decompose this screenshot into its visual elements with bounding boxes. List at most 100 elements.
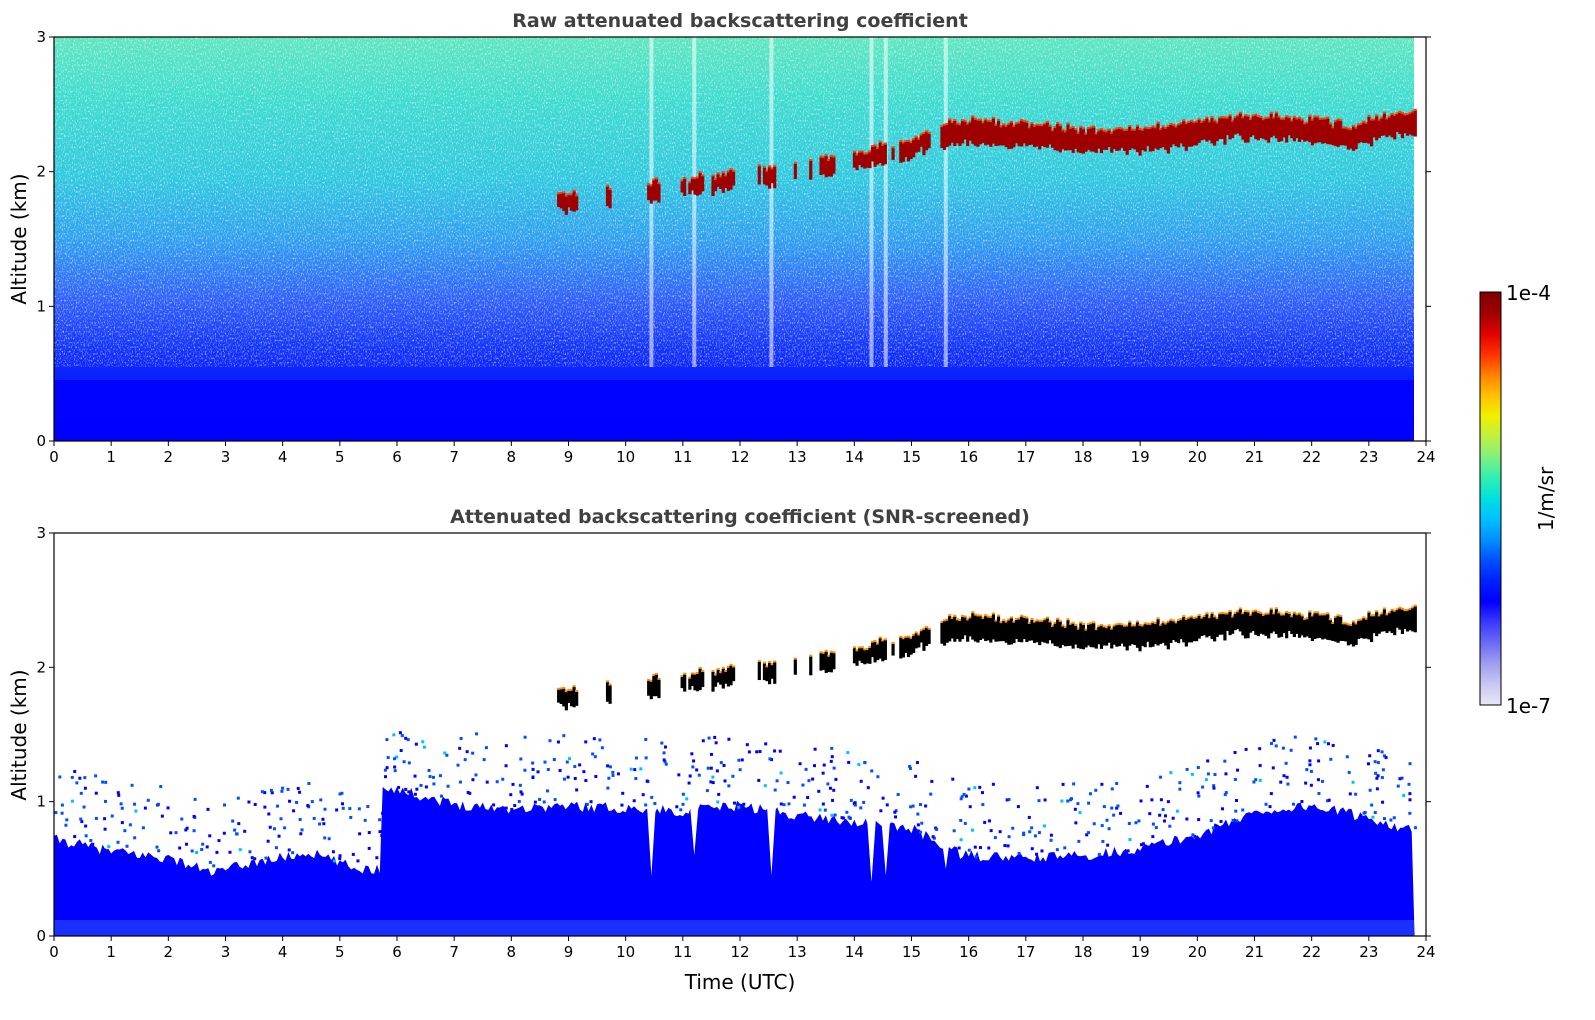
- x-tick-label: 2: [164, 943, 174, 961]
- scatter-point: [1077, 839, 1081, 843]
- cloud-cell: [955, 124, 959, 144]
- cloud-cell: [1318, 119, 1322, 143]
- scatter-point: [205, 845, 209, 849]
- cloud-edge: [1308, 114, 1312, 117]
- cloud-edge: [1220, 612, 1224, 615]
- cloud-edge: [1125, 128, 1129, 131]
- cloud-cell: [940, 622, 944, 644]
- cloud-cell: [1107, 626, 1111, 643]
- cloud-cell: [1161, 623, 1165, 643]
- cloud-cell: [971, 613, 975, 640]
- cloud-edge: [1207, 616, 1212, 619]
- scatter-point: [94, 774, 98, 778]
- scatter-point: [621, 791, 625, 795]
- scatter-point: [1088, 792, 1092, 796]
- cloud-edge: [1197, 613, 1201, 616]
- cloud-cell: [1143, 624, 1147, 648]
- cloud-edge: [966, 618, 970, 621]
- cloud-edge: [909, 141, 913, 144]
- panel-raw: Raw attenuated backscattering coefficien…: [7, 10, 1436, 466]
- cloud-cell: [1177, 125, 1181, 148]
- cloud-edge: [1002, 123, 1006, 126]
- cloud-edge: [1315, 115, 1320, 118]
- cloud-cell: [829, 157, 833, 177]
- cloud-cell: [824, 651, 828, 673]
- cloud-cell: [996, 120, 1001, 146]
- x-tick-label: 23: [1359, 943, 1378, 961]
- cloud-cell: [1408, 609, 1412, 631]
- cloud-edge: [770, 663, 774, 666]
- cloud-edge: [945, 618, 949, 621]
- cloud-edge: [647, 183, 651, 186]
- cloud-cell: [1035, 621, 1039, 643]
- cloud-edge: [953, 118, 957, 121]
- cloud-cell: [881, 145, 885, 166]
- scatter-point: [770, 758, 774, 762]
- scatter-point: [980, 791, 984, 795]
- scatter-point: [866, 786, 870, 790]
- scatter-point: [1282, 774, 1286, 778]
- scatter-point: [1100, 824, 1104, 828]
- scatter-point: [862, 800, 866, 804]
- cloud-cell: [1369, 120, 1374, 147]
- cloud-cell: [1079, 127, 1083, 154]
- scatter-point: [857, 763, 861, 767]
- scatter-point: [73, 835, 77, 839]
- cloud-cell: [1308, 116, 1312, 143]
- cloud-cell: [1333, 122, 1338, 146]
- scatter-point: [1204, 778, 1208, 782]
- scatter-point: [1269, 742, 1273, 746]
- cloud-cell: [1282, 119, 1286, 138]
- cloud-cell: [1200, 618, 1204, 636]
- scatter-point: [1049, 838, 1053, 842]
- cloud-edge: [1125, 624, 1129, 627]
- scatter-point: [908, 764, 912, 768]
- cloud-edge: [1107, 128, 1111, 131]
- cloud-edge: [773, 164, 777, 167]
- cloud-cell: [1351, 622, 1356, 647]
- cloud-edge: [1053, 621, 1057, 624]
- scatter-point: [484, 746, 488, 750]
- cloud-cell: [762, 167, 767, 185]
- cloud-edge: [1326, 612, 1330, 615]
- scatter-point: [1022, 831, 1026, 835]
- cloud-cell: [960, 121, 965, 144]
- cloud-edge: [1269, 111, 1273, 114]
- scatter-point: [482, 758, 486, 762]
- cloud-edge: [809, 158, 813, 161]
- scatter-point: [1159, 798, 1163, 802]
- cloud-cell: [1074, 130, 1078, 149]
- cloud-edge: [1040, 124, 1044, 127]
- scatter-point: [690, 752, 694, 756]
- scatter-point: [1076, 802, 1080, 806]
- scatter-point: [264, 856, 268, 860]
- scatter-point: [338, 792, 342, 796]
- cloud-cell: [1032, 622, 1037, 643]
- cloud-cell: [1030, 124, 1034, 145]
- cloud-cell: [1277, 117, 1281, 142]
- scatter-point: [650, 795, 654, 799]
- cloud-cell: [963, 121, 967, 140]
- cloud-cell: [1164, 624, 1168, 646]
- scatter-point: [737, 805, 741, 809]
- x-tick-label: 12: [730, 448, 749, 466]
- scatter-point: [959, 838, 963, 842]
- cloud-cell: [1022, 617, 1026, 640]
- scatter-point: [375, 856, 379, 860]
- scatter-point: [1033, 834, 1037, 838]
- cloud-cell: [693, 179, 697, 195]
- scatter-point: [830, 755, 834, 759]
- scatter-point: [367, 831, 371, 835]
- cloud-edge: [1056, 617, 1060, 620]
- scatter-point: [406, 738, 410, 742]
- cloud-edge: [963, 615, 967, 618]
- cloud-cell: [1027, 128, 1032, 145]
- scatter-point: [1373, 760, 1377, 764]
- scatter-point: [573, 776, 577, 780]
- scatter-point: [894, 815, 898, 819]
- scatter-point: [1100, 782, 1104, 786]
- cloud-cell: [1063, 627, 1068, 647]
- cloud-edge: [1081, 623, 1086, 626]
- cloud-edge: [1236, 114, 1240, 117]
- cloud-edge: [1138, 623, 1142, 626]
